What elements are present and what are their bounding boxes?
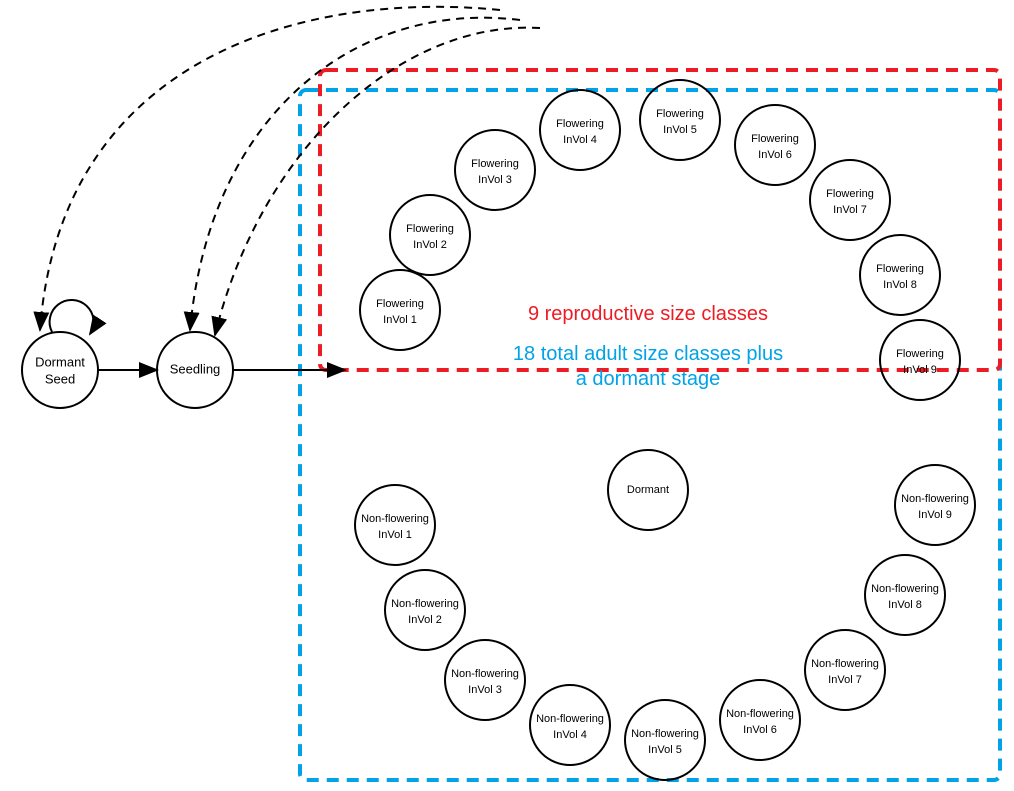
svg-text:Flowering: Flowering — [751, 133, 799, 145]
dormant-seed-node: Dormant Seed — [22, 332, 98, 408]
flowering-node-8: Flowering InVol 8 — [860, 235, 940, 315]
svg-text:Non-flowering: Non-flowering — [451, 668, 519, 680]
nonflowering-node-4: Non-flowering InVol 4 — [530, 685, 610, 765]
svg-text:InVol 3: InVol 3 — [468, 684, 502, 696]
svg-text:Flowering: Flowering — [826, 188, 874, 200]
svg-text:Non-flowering: Non-flowering — [871, 583, 939, 595]
svg-text:Dormant: Dormant — [35, 354, 85, 369]
svg-text:Flowering: Flowering — [556, 118, 604, 130]
flowering-node-6: Flowering InVol 6 — [735, 105, 815, 185]
dormant-node: Dormant — [608, 450, 688, 530]
blue-box — [300, 90, 1000, 780]
flowering-node-3: Flowering InVol 3 — [455, 130, 535, 210]
flowering-node-7: Flowering InVol 7 — [810, 160, 890, 240]
blue-annotation-line2: a dormant stage — [576, 368, 721, 390]
nonflowering-node-9: Non-flowering InVol 9 — [895, 465, 975, 545]
svg-text:Seedling: Seedling — [170, 361, 221, 376]
nonflowering-node-7: Non-flowering InVol 7 — [805, 630, 885, 710]
flowering-node-4: Flowering InVol 4 — [540, 90, 620, 170]
svg-text:Non-flowering: Non-flowering — [361, 513, 429, 525]
arrow-self-loop — [50, 300, 94, 334]
svg-text:InVol 9: InVol 9 — [903, 364, 937, 376]
svg-text:InVol 5: InVol 5 — [663, 124, 697, 136]
svg-text:Dormant: Dormant — [627, 484, 669, 496]
blue-annotation-line1: 18 total adult size classes plus — [513, 343, 783, 365]
svg-text:Flowering: Flowering — [876, 263, 924, 275]
nonflowering-node-6: Non-flowering InVol 6 — [720, 680, 800, 760]
svg-text:Non-flowering: Non-flowering — [536, 713, 604, 725]
nonflowering-node-3: Non-flowering InVol 3 — [445, 640, 525, 720]
red-annotation: 9 reproductive size classes — [528, 303, 768, 325]
svg-text:Non-flowering: Non-flowering — [726, 708, 794, 720]
svg-text:InVol 7: InVol 7 — [833, 204, 867, 216]
svg-text:InVol 4: InVol 4 — [563, 134, 597, 146]
life-cycle-diagram: Dormant Seed Seedling FloweringInVol 1Fl… — [0, 0, 1014, 791]
nonflowering-nodes: Non-flowering InVol 1 Non-flowering InVol 2… — [355, 465, 975, 780]
flowering-node-9: Flowering InVol 9 — [880, 320, 960, 400]
nonflowering-node-1: Non-flowering InVol 1 — [355, 485, 435, 565]
svg-text:Seed: Seed — [45, 371, 75, 386]
flowering-node-1: Flowering InVol 1 — [360, 270, 440, 350]
svg-text:InVol 3: InVol 3 — [478, 174, 512, 186]
svg-text:InVol 1: InVol 1 — [378, 529, 412, 541]
nonflowering-node-2: Non-flowering InVol 2 — [385, 570, 465, 650]
nonflowering-node-5: Non-flowering InVol 5 — [625, 700, 705, 780]
svg-text:InVol 6: InVol 6 — [758, 149, 792, 161]
nonflowering-node-8: Non-flowering InVol 8 — [865, 555, 945, 635]
svg-text:InVol 4: InVol 4 — [553, 729, 587, 741]
flowering-node-2: Flowering InVol 2 — [390, 195, 470, 275]
svg-text:Flowering: Flowering — [471, 158, 519, 170]
svg-text:InVol 7: InVol 7 — [828, 674, 862, 686]
svg-text:InVol 1: InVol 1 — [383, 314, 417, 326]
seedling-node: Seedling — [157, 332, 233, 408]
svg-text:InVol 8: InVol 8 — [888, 599, 922, 611]
svg-text:InVol 8: InVol 8 — [883, 279, 917, 291]
svg-text:Non-flowering: Non-flowering — [901, 493, 969, 505]
flowering-node-5: Flowering InVol 5 — [640, 80, 720, 160]
svg-text:InVol 2: InVol 2 — [413, 239, 447, 251]
svg-text:Non-flowering: Non-flowering — [391, 598, 459, 610]
arrow-dashed-to-seedling-a — [190, 18, 520, 330]
svg-text:InVol 2: InVol 2 — [408, 614, 442, 626]
svg-text:Flowering: Flowering — [896, 348, 944, 360]
svg-text:InVol 6: InVol 6 — [743, 724, 777, 736]
svg-text:InVol 9: InVol 9 — [918, 509, 952, 521]
svg-text:Non-flowering: Non-flowering — [631, 728, 699, 740]
svg-text:Flowering: Flowering — [376, 298, 424, 310]
arrow-dashed-to-seed — [40, 7, 500, 330]
svg-text:Non-flowering: Non-flowering — [811, 658, 879, 670]
svg-text:Flowering: Flowering — [406, 223, 454, 235]
svg-text:Flowering: Flowering — [656, 108, 704, 120]
svg-text:InVol 5: InVol 5 — [648, 744, 682, 756]
